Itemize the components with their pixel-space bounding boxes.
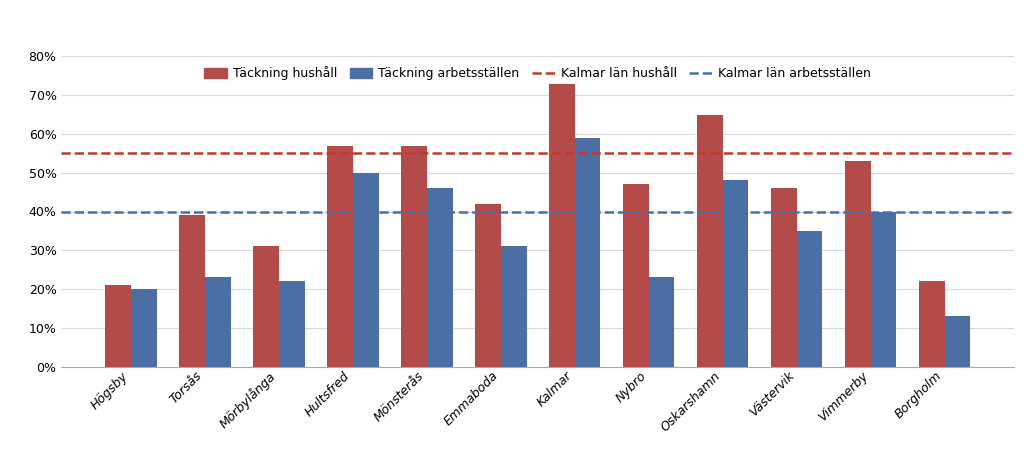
Bar [623,184,648,367]
Bar [549,84,574,367]
Bar [648,277,675,367]
Bar [179,215,205,367]
Bar [400,146,427,367]
Bar [327,146,352,367]
Bar [253,246,279,367]
Bar [501,246,526,367]
Bar [944,316,971,367]
Bar [279,281,304,367]
Legend: Täckning hushåll, Täckning arbetsställen, Kalmar län hushåll, Kalmar län arbetss: Täckning hushåll, Täckning arbetsställen… [201,63,874,84]
Bar [696,115,723,367]
Bar [104,285,131,367]
Bar [870,212,896,367]
Bar [131,289,157,367]
Bar [845,161,870,367]
Bar [574,138,600,367]
Bar [919,281,944,367]
Bar [427,188,453,367]
Bar [475,204,501,367]
Bar [771,188,797,367]
Bar [723,180,749,367]
Bar [797,231,822,367]
Bar [205,277,230,367]
Bar [352,172,379,367]
